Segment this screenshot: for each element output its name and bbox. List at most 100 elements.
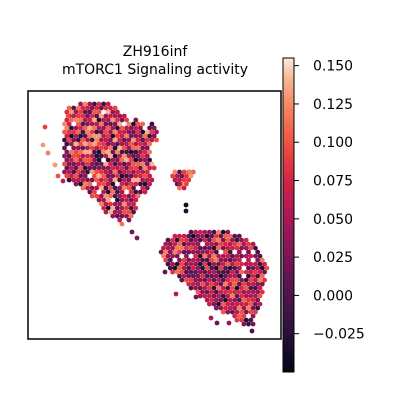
spot-point	[126, 153, 132, 159]
spot-point	[96, 197, 102, 203]
spot-point	[119, 125, 125, 131]
spot-point	[193, 245, 199, 251]
spot-point	[105, 141, 111, 147]
spot-point	[158, 249, 164, 255]
spot-point	[195, 233, 201, 239]
spot-point	[216, 237, 222, 243]
spot-point	[62, 161, 67, 167]
spot-point	[223, 273, 228, 279]
colorbar-tick-label: 0.025	[313, 250, 353, 266]
spot-point	[197, 245, 203, 251]
spot-point	[94, 121, 100, 127]
spot-point	[112, 185, 118, 191]
spot-point	[204, 297, 210, 303]
spot-point	[66, 129, 72, 135]
spot-point	[131, 177, 136, 183]
spot-point	[126, 121, 132, 127]
spot-point	[117, 161, 123, 167]
spot-point	[105, 165, 111, 171]
spot-point	[234, 253, 240, 259]
spot-point	[173, 291, 179, 297]
spot-point	[204, 233, 210, 239]
spot-point	[96, 157, 102, 163]
spot-point	[131, 161, 136, 167]
spot-point	[177, 257, 182, 263]
spot-point	[213, 297, 219, 303]
spot-point	[71, 113, 77, 119]
spot-point	[161, 253, 166, 259]
spot-point	[163, 241, 169, 247]
spot-point	[92, 165, 97, 171]
spot-point	[144, 137, 150, 143]
spot-point	[92, 109, 97, 115]
spot-point	[209, 273, 215, 279]
spot-point	[64, 173, 70, 179]
spot-point	[69, 149, 74, 155]
spot-point	[78, 165, 83, 171]
spot-point	[140, 121, 146, 127]
spot-point	[121, 185, 127, 191]
spot-point	[119, 213, 125, 219]
spot-point	[225, 277, 231, 283]
spot-point	[82, 141, 88, 147]
spot-point	[188, 277, 194, 283]
spot-point	[96, 149, 102, 155]
spot-point	[101, 165, 106, 171]
spot-point	[167, 249, 173, 255]
spot-point	[223, 249, 228, 255]
spot-point	[89, 169, 95, 175]
spot-point	[234, 245, 240, 251]
spot-point	[128, 197, 134, 203]
spot-point	[181, 185, 187, 191]
spot-point	[126, 185, 132, 191]
spot-point	[147, 181, 153, 187]
spot-point	[85, 121, 90, 127]
spot-point	[190, 233, 196, 239]
spot-point	[174, 237, 180, 243]
spot-point	[96, 181, 102, 187]
spot-point	[98, 121, 104, 127]
spot-point	[207, 269, 212, 275]
spot-point	[105, 157, 111, 163]
spot-point	[89, 113, 95, 119]
spot-point	[73, 181, 79, 187]
spot-point	[52, 162, 58, 168]
spot-point	[213, 233, 219, 239]
spot-point	[216, 245, 222, 251]
spot-point	[144, 153, 150, 159]
spot-point	[188, 229, 194, 235]
spot-point	[195, 241, 201, 247]
spot-point	[253, 253, 258, 259]
spot-point	[225, 309, 231, 315]
spot-point	[209, 297, 215, 303]
spot-point	[98, 129, 104, 135]
spot-point	[121, 161, 127, 167]
spot-point	[225, 293, 231, 299]
spot-point	[179, 261, 185, 267]
spot-point	[133, 149, 139, 155]
spot-point	[112, 105, 118, 111]
spot-point	[227, 281, 233, 287]
spot-point	[223, 233, 228, 239]
spot-point	[190, 281, 196, 287]
spot-point	[69, 173, 74, 179]
spot-point	[96, 125, 102, 131]
spot-point	[197, 293, 203, 299]
spot-point	[105, 181, 111, 187]
spot-point	[225, 253, 231, 259]
spot-point	[94, 153, 100, 159]
spot-point	[243, 293, 249, 299]
spot-point	[172, 249, 178, 255]
spot-point	[121, 145, 127, 151]
spot-point	[89, 161, 95, 167]
spot-point	[144, 169, 150, 175]
spot-point	[126, 193, 132, 199]
spot-point	[202, 229, 208, 235]
spot-point	[181, 257, 187, 263]
spot-point	[223, 281, 228, 287]
spot-point	[110, 133, 116, 139]
spot-point	[110, 173, 116, 179]
spot-point	[207, 229, 212, 235]
spot-point	[179, 269, 185, 275]
spot-point	[257, 277, 263, 283]
